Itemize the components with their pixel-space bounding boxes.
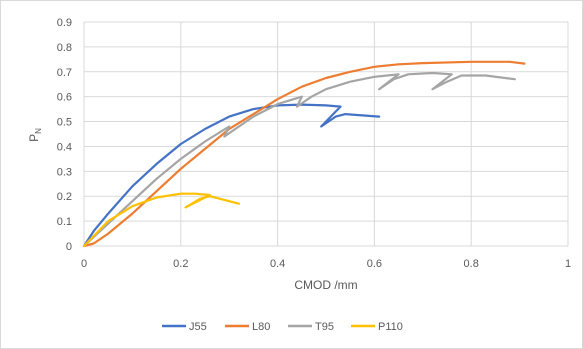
y-tick-label: 0.6 bbox=[57, 92, 72, 104]
y-tick-label: 0.5 bbox=[57, 117, 72, 129]
series-lines bbox=[82, 60, 526, 248]
x-tick-label: 0.6 bbox=[367, 258, 382, 270]
legend: J55 L80 T95 P110 bbox=[162, 321, 403, 333]
tick-labels: 0 0.1 0.2 0.3 0.4 0.5 0.6 0.7 0.8 0.9 0 0.2 0.4 0.6 0.… bbox=[57, 17, 571, 270]
series-line-j55 bbox=[82, 103, 381, 248]
x-tick-label: 0.8 bbox=[464, 258, 479, 270]
legend-label-l80: L80 bbox=[252, 321, 270, 333]
x-tick-label: 0.4 bbox=[270, 258, 285, 270]
y-tick-label: 0.9 bbox=[57, 17, 72, 29]
series-line-t95 bbox=[82, 71, 516, 248]
y-axis-title-sub: N bbox=[34, 128, 43, 134]
y-tick-label: 0.1 bbox=[57, 216, 72, 228]
x-axis-title: CMOD /mm bbox=[294, 278, 357, 292]
x-tick-label: 0.2 bbox=[173, 258, 188, 270]
x-tick-label: 0 bbox=[81, 258, 87, 270]
y-tick-label: 0 bbox=[66, 241, 72, 253]
y-axis-title: PN bbox=[27, 128, 43, 142]
legend-label-t95: T95 bbox=[315, 321, 334, 333]
legend-label-p110: P110 bbox=[378, 321, 403, 333]
y-tick-label: 0.7 bbox=[57, 67, 72, 79]
y-axis-title-main: P bbox=[27, 134, 41, 142]
series-line-l80 bbox=[82, 60, 526, 248]
y-tick-label: 0.3 bbox=[57, 166, 72, 178]
legend-label-j55: J55 bbox=[189, 321, 207, 333]
y-tick-label: 0.2 bbox=[57, 191, 72, 203]
x-tick-label: 1 bbox=[565, 258, 571, 270]
y-tick-label: 0.8 bbox=[57, 42, 72, 54]
y-tick-label: 0.4 bbox=[57, 141, 72, 153]
series-line-p110 bbox=[82, 192, 240, 248]
